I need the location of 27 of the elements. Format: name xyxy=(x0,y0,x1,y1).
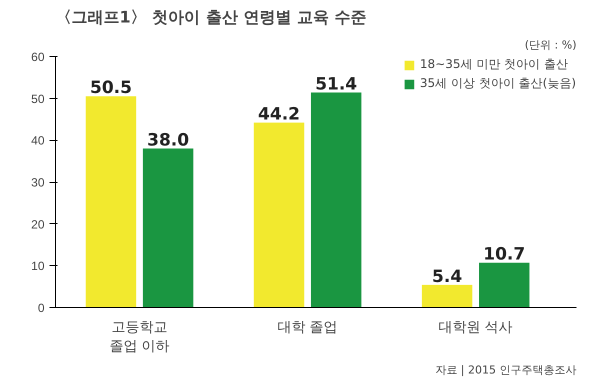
data-label: 51.4 xyxy=(315,74,358,94)
bar xyxy=(254,122,304,308)
bar xyxy=(479,262,530,308)
bar xyxy=(142,148,194,308)
y-tick-label: 60 xyxy=(31,50,45,64)
data-label: 50.5 xyxy=(90,78,132,98)
bar xyxy=(86,96,136,308)
chart-title: 〈그래프1〉 첫아이 출산 연령별 교육 수준 xyxy=(56,8,366,26)
legend-label: 35세 이상 첫아이 출산(늦음) xyxy=(420,75,576,92)
y-tick-label: 20 xyxy=(31,217,45,232)
legend-label: 18~35세 미만 첫아이 출산 xyxy=(420,56,568,73)
data-label: 44.2 xyxy=(258,104,300,125)
text: (단위 : %) xyxy=(524,38,576,52)
x-tick-label: 대학 졸업 xyxy=(278,318,338,334)
y-tick-label: 0 xyxy=(38,301,45,315)
bar xyxy=(310,92,362,308)
y-tick-label: 40 xyxy=(31,134,45,148)
y-tick-label: 50 xyxy=(31,92,45,106)
x-tick-label: 고등학교 졸업 이하 xyxy=(110,318,170,354)
x-tick-label: 대학원 석사 xyxy=(438,318,513,334)
y-tick-label: 10 xyxy=(31,259,45,274)
data-label: 38.0 xyxy=(147,130,190,151)
y-tick-label: 30 xyxy=(31,176,45,190)
data-label: 10.7 xyxy=(483,244,526,265)
text: 자료 | 2015 인구주택총조사 xyxy=(435,364,577,376)
bar xyxy=(422,284,472,308)
data-label: 5.4 xyxy=(432,266,462,287)
